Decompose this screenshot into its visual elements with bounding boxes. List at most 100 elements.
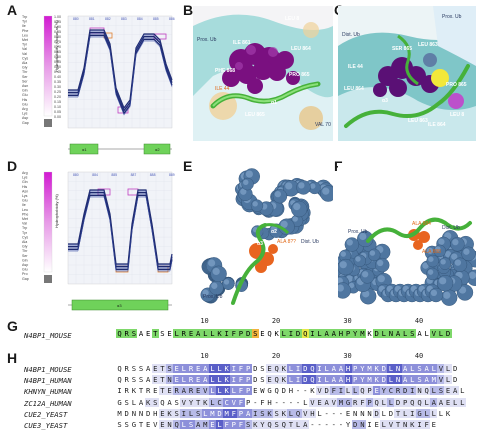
- residue-cell: K: [215, 329, 224, 338]
- residue-cell: Q: [358, 386, 366, 396]
- residue-annotation: SER 865: [392, 46, 412, 52]
- residue-cell: L: [380, 420, 388, 429]
- residue-cell: R: [187, 364, 195, 373]
- top-tick: 889: [169, 173, 175, 177]
- residue-cell: I: [315, 375, 324, 385]
- residue-cell: Q: [423, 386, 431, 396]
- residue-cell: D: [351, 420, 359, 429]
- residue-cell: K: [280, 408, 288, 418]
- residue-label: Met: [22, 38, 28, 42]
- residue-cell: S: [273, 408, 281, 418]
- residue-cell: L: [215, 375, 224, 385]
- residue-cell: S: [408, 329, 416, 338]
- residue-cell: L: [201, 408, 209, 418]
- residue-cell: Q: [415, 397, 424, 407]
- residue-annotation: ILE 44: [348, 64, 363, 70]
- residue-label: Leu: [22, 33, 28, 37]
- residue-cell: L: [437, 329, 445, 338]
- residue-cell: R: [180, 329, 188, 338]
- residue-cell: L: [215, 386, 224, 396]
- residue-cell: P: [245, 397, 251, 407]
- residue-cell: -: [253, 397, 258, 407]
- residue-cell: -: [338, 408, 344, 418]
- residue-cell: K: [251, 420, 259, 429]
- scale-tick: 1.00: [54, 15, 61, 19]
- residue-cell: S: [131, 364, 137, 373]
- residue-label: Met: [22, 217, 28, 221]
- residue-cell: L: [294, 420, 302, 429]
- residue-cell: D: [453, 364, 458, 373]
- residue-cell: L: [280, 329, 288, 338]
- residue-cell: A: [180, 386, 188, 396]
- residue-cell: Q: [294, 408, 302, 418]
- panel-letter-g: G: [7, 318, 18, 334]
- residue-cell: N: [415, 386, 424, 396]
- residue-annotation: PHE 868: [215, 68, 235, 74]
- residue-annotation: PRO 865: [446, 82, 467, 88]
- residue-cell: T: [394, 420, 402, 429]
- residue-label: Ser: [22, 75, 28, 79]
- residue-cell: T: [287, 420, 295, 429]
- residue-label: Lys: [22, 112, 28, 116]
- helix-alpha3: [71, 299, 169, 311]
- residue-annotation: LEU 863: [408, 118, 428, 124]
- residue-cell: S: [437, 386, 445, 396]
- residue-cell: I: [230, 375, 238, 385]
- residue-cell: F: [237, 364, 245, 373]
- residue-cell: D: [281, 386, 286, 396]
- residue-cell: L: [180, 420, 188, 429]
- ruler-number: 10: [200, 317, 209, 325]
- residue-cell: Q: [116, 329, 124, 338]
- residue-cell: D: [124, 408, 129, 418]
- residue-cell: V: [437, 364, 445, 373]
- residue-cell: V: [201, 386, 209, 396]
- residue-cell: A: [337, 375, 345, 385]
- residue-cell: S: [187, 420, 195, 429]
- panel-e-structure: Dist. Ub α2 α3 ALA 8?? ALA 888 Prox. Ub: [193, 163, 333, 313]
- residue-cell: Y: [358, 375, 366, 385]
- residue-cell: Q: [280, 420, 288, 429]
- residue-cell: D: [294, 329, 302, 338]
- residue-cell: E: [151, 375, 159, 385]
- y-axis-label: Hydrophobicity (shown as %): [54, 20, 59, 72]
- residue-cell: L: [208, 375, 216, 385]
- residue-label: Ala: [22, 240, 27, 244]
- residue-cell: T: [194, 397, 202, 407]
- ruler-number: 20: [271, 317, 281, 325]
- residue-cell: P: [237, 408, 245, 418]
- scale-tick: 0.25: [54, 90, 61, 94]
- residue-cell: S: [260, 364, 265, 373]
- scale-tick: 0.05: [54, 110, 61, 114]
- residue-cell: E: [158, 408, 166, 418]
- residue-cell: A: [430, 397, 438, 407]
- panel-b-structure: Prox. Ub ILE 861 LEU 8 LEU 864 PHE 868 PRO 86…: [193, 6, 333, 141]
- residue-annotation: LEU 864: [344, 86, 364, 92]
- residue-cell: L: [187, 408, 195, 418]
- residue-cell: M: [337, 397, 345, 407]
- residue-annotation: ALA 884: [412, 221, 431, 227]
- top-tick: 884: [92, 173, 98, 177]
- residue-cell: N: [367, 408, 372, 418]
- residue-cell: C: [387, 386, 395, 396]
- top-tick: 884: [137, 17, 143, 21]
- residue-cell: N: [165, 375, 174, 385]
- residue-annotation: Prox. Ub: [197, 37, 217, 43]
- residue-cell: V: [387, 420, 395, 429]
- residue-cell: L: [344, 386, 352, 396]
- residue-cell: L: [180, 375, 188, 385]
- residue-cell: K: [445, 408, 451, 418]
- residue-cell: S: [194, 408, 202, 418]
- scale-tick: 0.95: [54, 20, 61, 24]
- residue-cell: G: [267, 386, 272, 396]
- residue-cell: L: [424, 329, 429, 338]
- residue-cell: Y: [351, 329, 359, 338]
- residue-annotation: Dist. Ub: [301, 239, 319, 245]
- residue-cell: F: [237, 386, 245, 396]
- residue-cell: I: [223, 329, 231, 338]
- residue-cell: E: [253, 386, 258, 396]
- panel-letter-b: B: [183, 2, 194, 18]
- residue-cell: I: [315, 364, 324, 373]
- residue-cell: A: [330, 329, 338, 338]
